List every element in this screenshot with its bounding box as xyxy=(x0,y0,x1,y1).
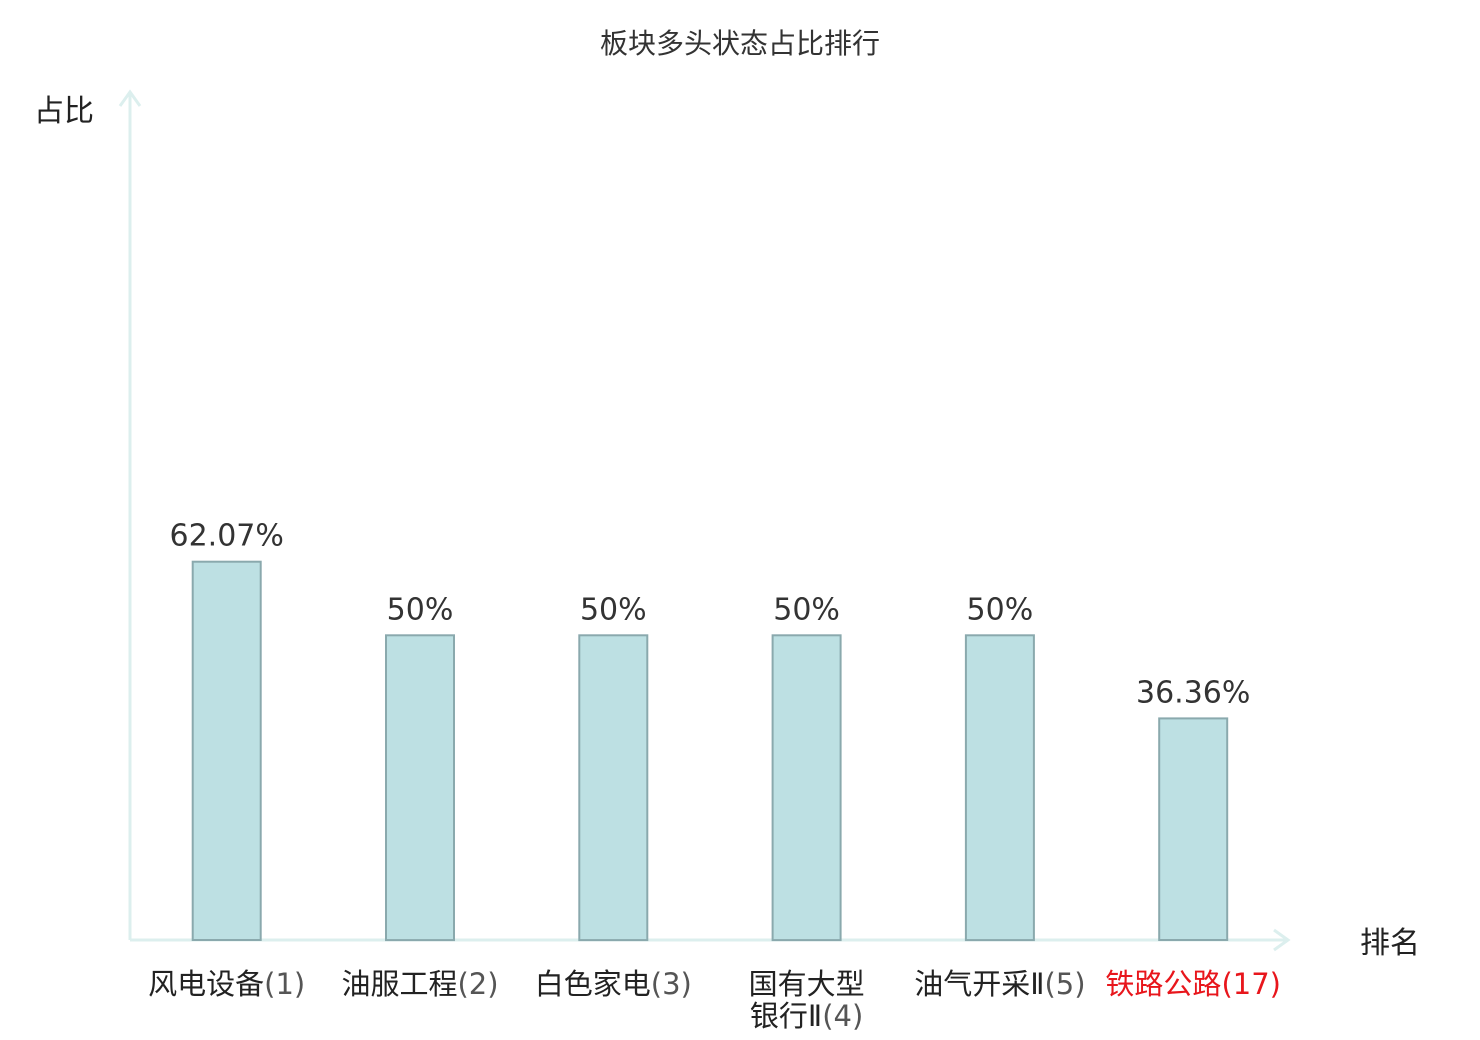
x-axis-arrow xyxy=(1273,928,1291,952)
chart-title: 板块多头状态占比排行 xyxy=(600,27,880,60)
bar xyxy=(385,634,455,942)
bar xyxy=(191,560,262,941)
bar-value-label: 62.07% xyxy=(170,519,284,554)
bar xyxy=(578,634,649,942)
category-labels: 风电设备(1) 油服工程(2) 白色家电(3) 国有大型银行Ⅱ(4) 油气开采Ⅱ(5) 铁… xyxy=(148,967,1281,1033)
category-label: 白色家电(3) xyxy=(535,967,692,1001)
bar xyxy=(1158,717,1229,942)
x-axis-label: 排名 xyxy=(1360,926,1420,961)
value-labels: 62.07% 50% 50% 50% 50% 36.36% xyxy=(170,519,1251,711)
bars xyxy=(191,560,1229,942)
bar xyxy=(771,634,842,942)
category-label: 风电设备(1) xyxy=(148,967,305,1001)
y-axis-arrow xyxy=(118,89,142,107)
y-axis-label: 占比 xyxy=(34,94,94,129)
bar-value-label: 50% xyxy=(967,592,1034,627)
category-label: 国有大型银行Ⅱ(4) xyxy=(749,967,865,1033)
category-label: 油气开采Ⅱ(5) xyxy=(914,967,1085,1001)
category-label: 油服工程(2) xyxy=(341,967,498,1001)
bar-value-label: 36.36% xyxy=(1136,675,1250,710)
bar-value-label: 50% xyxy=(580,592,647,627)
bar-value-label: 50% xyxy=(773,592,840,627)
category-label: 铁路公路(17) xyxy=(1105,967,1281,1001)
bar xyxy=(964,634,1035,942)
axes xyxy=(118,89,1291,952)
bar-value-label: 50% xyxy=(387,592,454,627)
